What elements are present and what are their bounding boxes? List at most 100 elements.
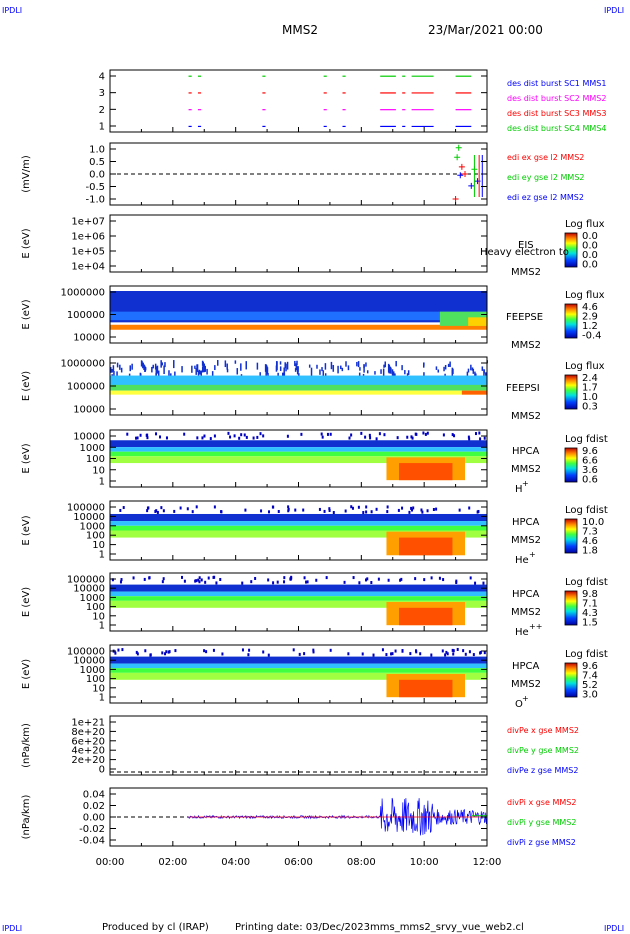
heatmap-cell <box>408 510 411 514</box>
heatmap-cell <box>164 362 166 368</box>
colorbar-tick-label: 5.2 <box>582 680 598 691</box>
y-tick-label: 1 <box>99 477 105 488</box>
heatmap-cell <box>312 650 315 654</box>
heatmap-cell <box>455 579 458 583</box>
y-tick-label: 4e+20 <box>71 746 105 757</box>
heatmap-cell <box>129 365 132 372</box>
heatmap-band <box>399 463 453 481</box>
heatmap-cell <box>198 580 201 584</box>
heatmap-cell <box>183 432 186 436</box>
heatmap-cell <box>191 365 193 373</box>
heatmap-cell <box>254 576 257 580</box>
heatmap-cell <box>472 653 475 657</box>
y-axis-label: E (eV) <box>21 371 32 401</box>
heatmap-band <box>110 440 487 448</box>
heatmap-cell <box>357 505 360 509</box>
spacecraft-label: MMS2 <box>511 535 541 546</box>
x-axis-labels: 00:00 02:00 04:00 06:00 08:00 10:00 12:00 <box>96 857 502 868</box>
colorbar-tick-label: 4.6 <box>582 302 598 313</box>
instrument-label: EIS <box>518 240 534 251</box>
heatmap-cell <box>328 507 331 511</box>
spacecraft-label: MMS2 <box>511 607 541 618</box>
colorbar-tick-label: 0.0 <box>582 241 598 252</box>
heatmap-cell <box>238 436 241 440</box>
heatmap-cell <box>383 433 386 437</box>
heatmap-cell <box>467 435 470 439</box>
heatmap-cell <box>396 436 399 440</box>
heatmap-cell <box>477 509 480 513</box>
heatmap-cell <box>446 652 449 656</box>
heatmap-cell <box>203 363 206 373</box>
heatmap-cell <box>481 366 484 371</box>
colorbar-tick-label: 4.3 <box>582 608 598 619</box>
heatmap-cell <box>122 506 125 510</box>
y-axis-label: E (eV) <box>21 659 32 689</box>
heatmap-cell <box>424 432 427 436</box>
species-label: He <box>515 627 529 638</box>
heatmap-cell <box>219 577 222 581</box>
heatmap-cell <box>290 576 293 580</box>
heatmap-cell <box>154 509 157 513</box>
heatmap-cell <box>407 370 410 375</box>
heatmap-cell <box>256 435 259 439</box>
heatmap-cell <box>213 434 216 438</box>
heatmap-cell <box>151 366 153 373</box>
heatmap-cell <box>391 652 394 656</box>
legend-entry: des dist burst SC4 MMS4 <box>507 124 606 133</box>
heatmap-cell <box>161 651 164 655</box>
instrument-label: HPCA <box>512 517 540 528</box>
heatmap-cell <box>365 578 368 582</box>
heatmap-cell <box>328 508 331 512</box>
overlay-label: Heavy electron to <box>480 247 569 258</box>
heatmap-cell <box>266 365 268 374</box>
heatmap-cell <box>388 364 391 374</box>
heatmap-cell <box>318 507 321 511</box>
charge-label: ++ <box>529 622 542 631</box>
heatmap-cell <box>444 364 447 370</box>
heatmap-band <box>399 537 453 556</box>
heatmap-cell <box>386 505 389 509</box>
heatmap-cell <box>195 368 197 375</box>
heatmap-cell <box>324 373 327 377</box>
colorbar-tick-label: -0.4 <box>582 331 602 342</box>
heatmap-cell <box>384 361 386 368</box>
heatmap-cell <box>468 650 471 654</box>
heatmap-cell <box>444 653 447 657</box>
corner-label-bl: IPDLI <box>2 924 22 933</box>
data-point <box>458 163 465 170</box>
colorbar <box>564 662 578 698</box>
colorbar-title: Log flux <box>565 361 605 372</box>
heatmap-cell <box>423 372 425 377</box>
colorbar-tick-label: 0.3 <box>582 402 598 413</box>
heatmap-cell <box>243 433 246 437</box>
heatmap-cell <box>174 649 177 653</box>
heatmap-cell <box>419 652 422 656</box>
heatmap-cell <box>430 653 433 657</box>
legend-entry: des dist burst SC1 MMS1 <box>507 79 606 88</box>
spacecraft-label: MMS2 <box>511 464 541 475</box>
footer-printing-date: Printing date: 03/Dec/2023 <box>235 922 370 933</box>
heatmap-cell <box>445 650 448 654</box>
heatmap-cell <box>220 510 223 514</box>
heatmap-cell <box>377 577 380 581</box>
legend-entry: divPe y gse MMS2 <box>507 746 579 755</box>
heatmap-cell <box>360 431 363 435</box>
heatmap-cell <box>483 369 485 374</box>
heatmap-cell <box>168 370 170 378</box>
heatmap-cell <box>146 433 149 437</box>
heatmap-cell <box>285 363 287 372</box>
heatmap-cell <box>316 364 318 369</box>
heatmap-band <box>110 375 487 388</box>
heatmap-cell <box>319 369 321 375</box>
heatmap-cell <box>410 435 413 439</box>
y-axis-label: E (eV) <box>21 299 32 329</box>
heatmap-cell <box>370 510 373 514</box>
heatmap-cell <box>391 369 394 376</box>
y-tick-label: 10000 <box>73 432 105 443</box>
y-tick-label: 3 <box>99 88 105 99</box>
heatmap-cell <box>186 507 189 511</box>
heatmap-cell <box>430 576 433 580</box>
colorbar-tick-label: 1.8 <box>582 546 598 557</box>
heatmap-cell <box>361 652 364 656</box>
